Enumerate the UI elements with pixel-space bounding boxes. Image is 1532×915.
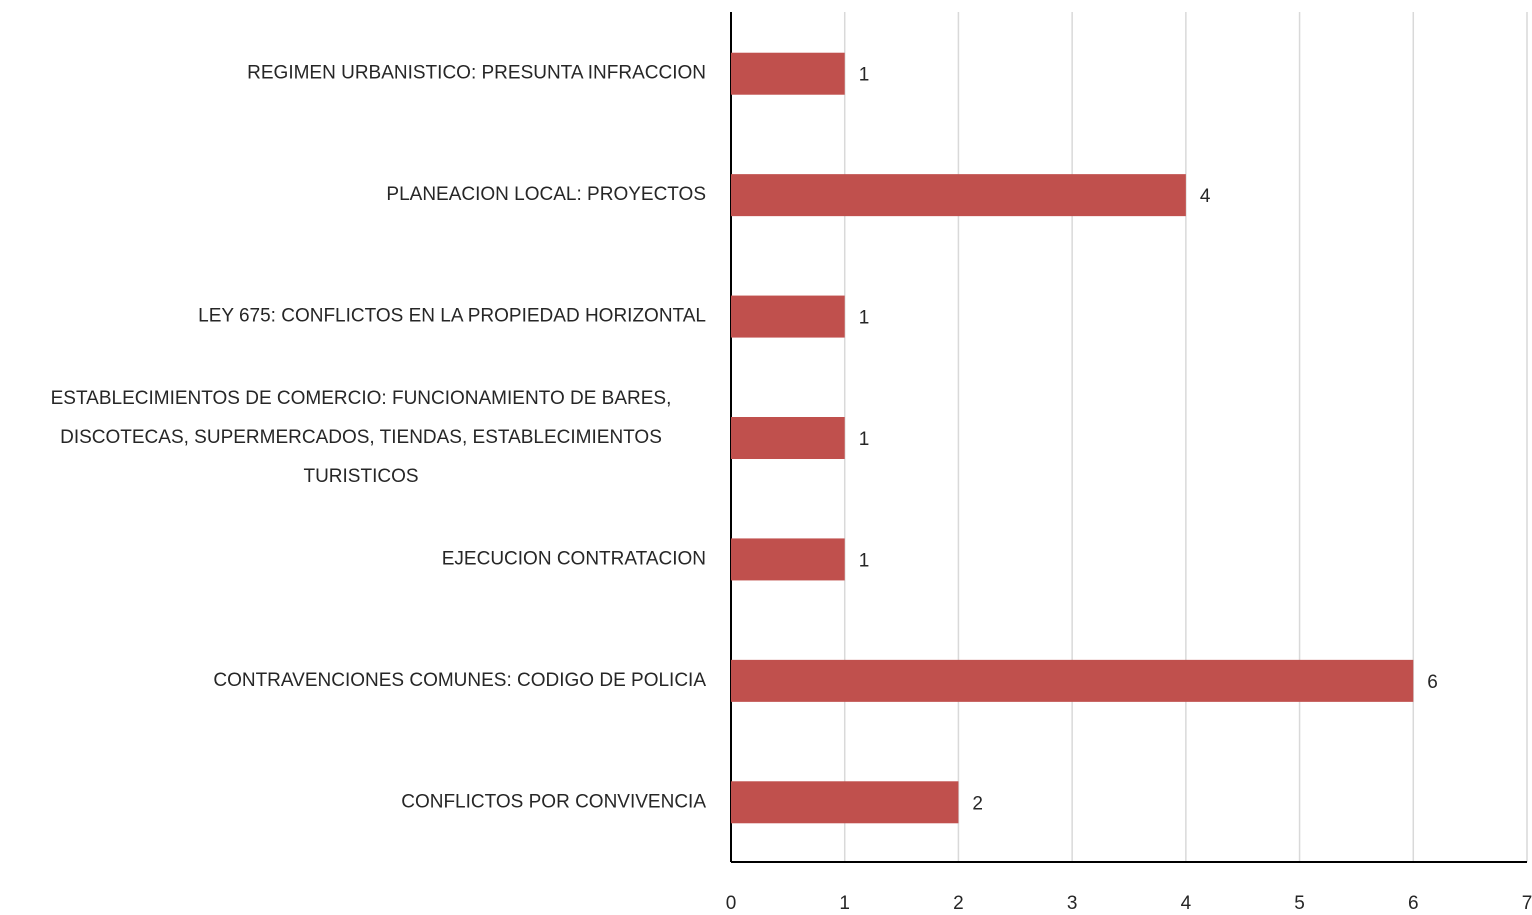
x-tick-label: 6: [1408, 893, 1419, 914]
data-label: 1: [859, 429, 870, 450]
bar: [731, 781, 959, 824]
y-tick-label-line: TURISTICOS: [303, 466, 418, 487]
bar: [731, 52, 845, 95]
data-label: 4: [1200, 186, 1211, 207]
data-label: 1: [859, 65, 870, 86]
bar: [731, 659, 1414, 702]
x-tick-label: 1: [839, 893, 850, 914]
y-tick-label: CONFLICTOS POR CONVIVENCIA: [401, 791, 706, 812]
x-tick-label: 0: [726, 893, 737, 914]
y-tick-label: LEY 675: CONFLICTOS EN LA PROPIEDAD HORI…: [198, 306, 706, 327]
y-tick-label: REGIMEN URBANISTICO: PRESUNTA INFRACCION: [247, 63, 706, 84]
y-tick-label: ESTABLECIMIENTOS DE COMERCIO: FUNCIONAMI…: [51, 388, 672, 487]
bar: [731, 295, 845, 338]
x-tick-label: 2: [953, 893, 964, 914]
y-tick-label-line: ESTABLECIMIENTOS DE COMERCIO: FUNCIONAMI…: [51, 388, 672, 409]
data-label: 1: [859, 308, 870, 329]
data-label: 6: [1427, 672, 1438, 693]
x-tick-label: 5: [1294, 893, 1305, 914]
data-label: 2: [972, 793, 983, 814]
x-tick-label: 4: [1181, 893, 1192, 914]
bar: [731, 417, 845, 459]
bar: [731, 174, 1186, 217]
data-label: 1: [859, 550, 870, 571]
y-tick-label-line: DISCOTECAS, SUPERMERCADOS, TIENDAS, ESTA…: [60, 427, 662, 448]
y-tick-label: PLANEACION LOCAL: PROYECTOS: [386, 184, 706, 205]
x-tick-label: 7: [1522, 893, 1532, 914]
y-tick-label: CONTRAVENCIONES COMUNES: CODIGO DE POLIC…: [213, 670, 706, 691]
bar: [731, 538, 845, 581]
y-tick-label: EJECUCION CONTRATACION: [442, 548, 706, 569]
x-tick-label: 3: [1067, 893, 1078, 914]
